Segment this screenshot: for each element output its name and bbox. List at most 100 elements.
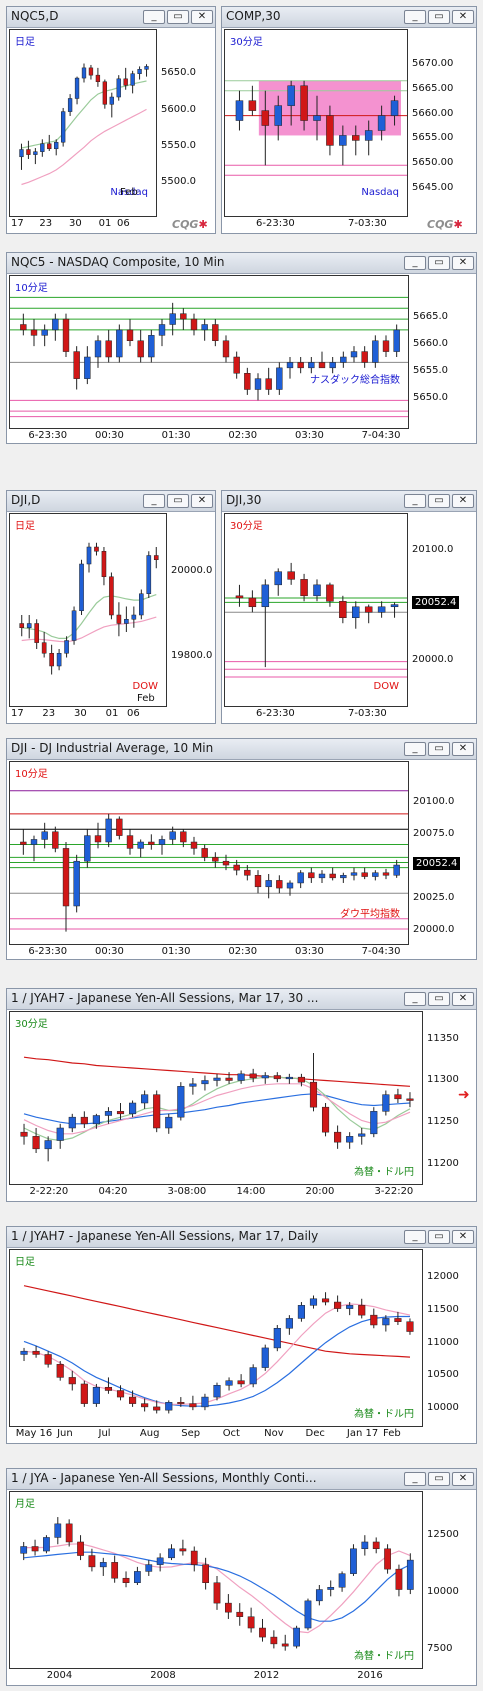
restore-button[interactable]: ▭ xyxy=(428,1472,450,1486)
candle xyxy=(109,92,114,118)
candle xyxy=(390,602,399,618)
candle-body xyxy=(32,1136,40,1150)
candle-body xyxy=(64,640,69,654)
candle xyxy=(346,1302,354,1316)
minimize-button[interactable]: _ xyxy=(404,1472,426,1486)
plot-area[interactable]: 日足 Nasdaq xyxy=(9,29,157,217)
candle xyxy=(254,373,262,401)
candle-body xyxy=(300,85,308,121)
chart-window-comp-30min[interactable]: COMP,30 _ ▭ ✕ 30分足 Nasdaq 5670.00 5665.00… xyxy=(221,6,477,234)
chart-window-nqc5-10min[interactable]: NQC5 - NASDAQ Composite, 10 Min _ ▭ ✕ 10… xyxy=(6,252,477,444)
title-bar[interactable]: DJI,D _ ▭ ✕ xyxy=(7,491,215,512)
minimize-button[interactable]: _ xyxy=(143,494,165,508)
plot-area[interactable]: 月足 為替・ドル円 xyxy=(9,1491,423,1669)
minimize-button[interactable]: _ xyxy=(404,1230,426,1244)
plot-area[interactable]: 日足 為替・ドル円 xyxy=(9,1249,423,1427)
close-button[interactable]: ✕ xyxy=(452,1472,474,1486)
plot-area[interactable]: 10分足 ダウ平均指数 xyxy=(9,761,409,945)
x-axis-sublabel: Feb xyxy=(120,187,138,198)
chart-window-jyah7-daily[interactable]: 1 / JYAH7 - Japanese Yen-All Sessions, M… xyxy=(6,1226,477,1444)
title-bar[interactable]: 1 / JYAH7 - Japanese Yen-All Sessions, M… xyxy=(7,989,476,1010)
candle xyxy=(56,1361,64,1381)
candle xyxy=(80,1380,88,1407)
candle xyxy=(153,1400,161,1414)
window-title: 1 / JYAH7 - Japanese Yen-All Sessions, M… xyxy=(11,1229,319,1243)
candle-body xyxy=(102,81,108,105)
chart-window-jyah7-30min[interactable]: 1 / JYAH7 - Japanese Yen-All Sessions, M… xyxy=(6,988,477,1202)
restore-button[interactable]: ▭ xyxy=(428,742,450,756)
title-bar[interactable]: NQC5,D _ ▭ ✕ xyxy=(7,7,215,28)
title-bar[interactable]: COMP,30 _ ▭ ✕ xyxy=(222,7,476,28)
chart-window-dji-30min[interactable]: DJI,30 _ ▭ ✕ 30分足 DOW 20100.0 20052.4 2000… xyxy=(221,490,477,724)
cqg-logo: CQG✱ xyxy=(172,218,208,231)
timeframe-label: 10分足 xyxy=(15,283,48,294)
close-button[interactable]: ✕ xyxy=(452,494,474,508)
restore-button[interactable]: ▭ xyxy=(428,10,450,24)
chart-window-dji-daily[interactable]: DJI,D _ ▭ ✕ 日足 DOW 20000.0 19800.0 17 23 30… xyxy=(6,490,216,724)
candle-body xyxy=(315,1589,323,1602)
candle-body xyxy=(276,367,283,390)
y-tick-label: 5660.0 xyxy=(413,338,448,350)
current-price-label: 20052.4 xyxy=(413,856,461,870)
restore-button[interactable]: ▭ xyxy=(428,494,450,508)
moving-average-line xyxy=(23,1285,411,1358)
candle-body xyxy=(364,606,373,613)
minimize-button[interactable]: _ xyxy=(143,10,165,24)
plot-area[interactable]: 30分足 Nasdaq xyxy=(224,29,408,217)
candle xyxy=(372,335,379,368)
candle-body xyxy=(395,1568,403,1590)
candle xyxy=(300,573,308,602)
title-bar[interactable]: 1 / JYAH7 - Japanese Yen-All Sessions, M… xyxy=(7,1227,476,1248)
candle xyxy=(377,601,386,618)
candle-body xyxy=(111,1562,119,1579)
restore-button[interactable]: ▭ xyxy=(428,992,450,1006)
chart-window-jya-monthly[interactable]: 1 / JYA - Japanese Yen-All Sessions, Mon… xyxy=(6,1468,477,1686)
title-bar[interactable]: 1 / JYA - Japanese Yen-All Sessions, Mon… xyxy=(7,1469,476,1490)
candle-body xyxy=(287,85,295,106)
plot-area[interactable]: 日足 DOW xyxy=(9,513,167,707)
candle-body xyxy=(60,111,66,143)
minimize-button[interactable]: _ xyxy=(404,742,426,756)
candle-body xyxy=(190,318,198,331)
candle xyxy=(130,70,135,94)
title-bar[interactable]: NQC5 - NASDAQ Composite, 10 Min _ ▭ ✕ xyxy=(7,253,476,274)
candle xyxy=(20,1541,28,1561)
candle-body xyxy=(80,1383,88,1404)
restore-button[interactable]: ▭ xyxy=(167,10,189,24)
candle xyxy=(244,367,251,395)
restore-button[interactable]: ▭ xyxy=(167,494,189,508)
minimize-button[interactable]: _ xyxy=(404,494,426,508)
candle xyxy=(141,1090,149,1109)
close-button[interactable]: ✕ xyxy=(191,494,213,508)
window-title: DJI,30 xyxy=(226,493,262,507)
plot-area[interactable]: 30分足 DOW xyxy=(224,513,408,707)
chart-window-dji-10min[interactable]: DJI - DJ Industrial Average, 10 Min _ ▭ … xyxy=(6,738,477,960)
candle-body xyxy=(145,1564,153,1572)
candle-body xyxy=(372,1541,380,1550)
close-button[interactable]: ✕ xyxy=(452,992,474,1006)
restore-button[interactable]: ▭ xyxy=(428,256,450,270)
scroll-right-arrow-icon[interactable]: ➜ xyxy=(458,1087,470,1103)
plot-area[interactable]: 30分足 為替・ドル円 xyxy=(9,1011,423,1185)
close-button[interactable]: ✕ xyxy=(452,256,474,270)
x-tick-label: Oct xyxy=(222,1428,240,1439)
candle-body xyxy=(318,362,326,369)
cqg-logo: CQG✱ xyxy=(427,218,463,231)
candle xyxy=(40,139,45,157)
title-bar[interactable]: DJI,30 _ ▭ ✕ xyxy=(222,491,476,512)
restore-button[interactable]: ▭ xyxy=(428,1230,450,1244)
close-button[interactable]: ✕ xyxy=(191,10,213,24)
close-button[interactable]: ✕ xyxy=(452,1230,474,1244)
candle-body xyxy=(49,653,54,667)
close-button[interactable]: ✕ xyxy=(452,742,474,756)
candle xyxy=(395,1564,403,1597)
title-bar[interactable]: DJI - DJ Industrial Average, 10 Min _ ▭ … xyxy=(7,739,476,760)
chart-window-nqc5-daily[interactable]: NQC5,D _ ▭ ✕ 日足 Nasdaq 5650.0 5600.0 5550.… xyxy=(6,6,216,234)
minimize-button[interactable]: _ xyxy=(404,256,426,270)
candle-body xyxy=(346,1136,354,1143)
minimize-button[interactable]: _ xyxy=(404,10,426,24)
minimize-button[interactable]: _ xyxy=(404,992,426,1006)
candle-body xyxy=(358,1133,366,1137)
plot-area[interactable]: 10分足 ナスダック総合指数 xyxy=(9,275,409,429)
close-button[interactable]: ✕ xyxy=(452,10,474,24)
